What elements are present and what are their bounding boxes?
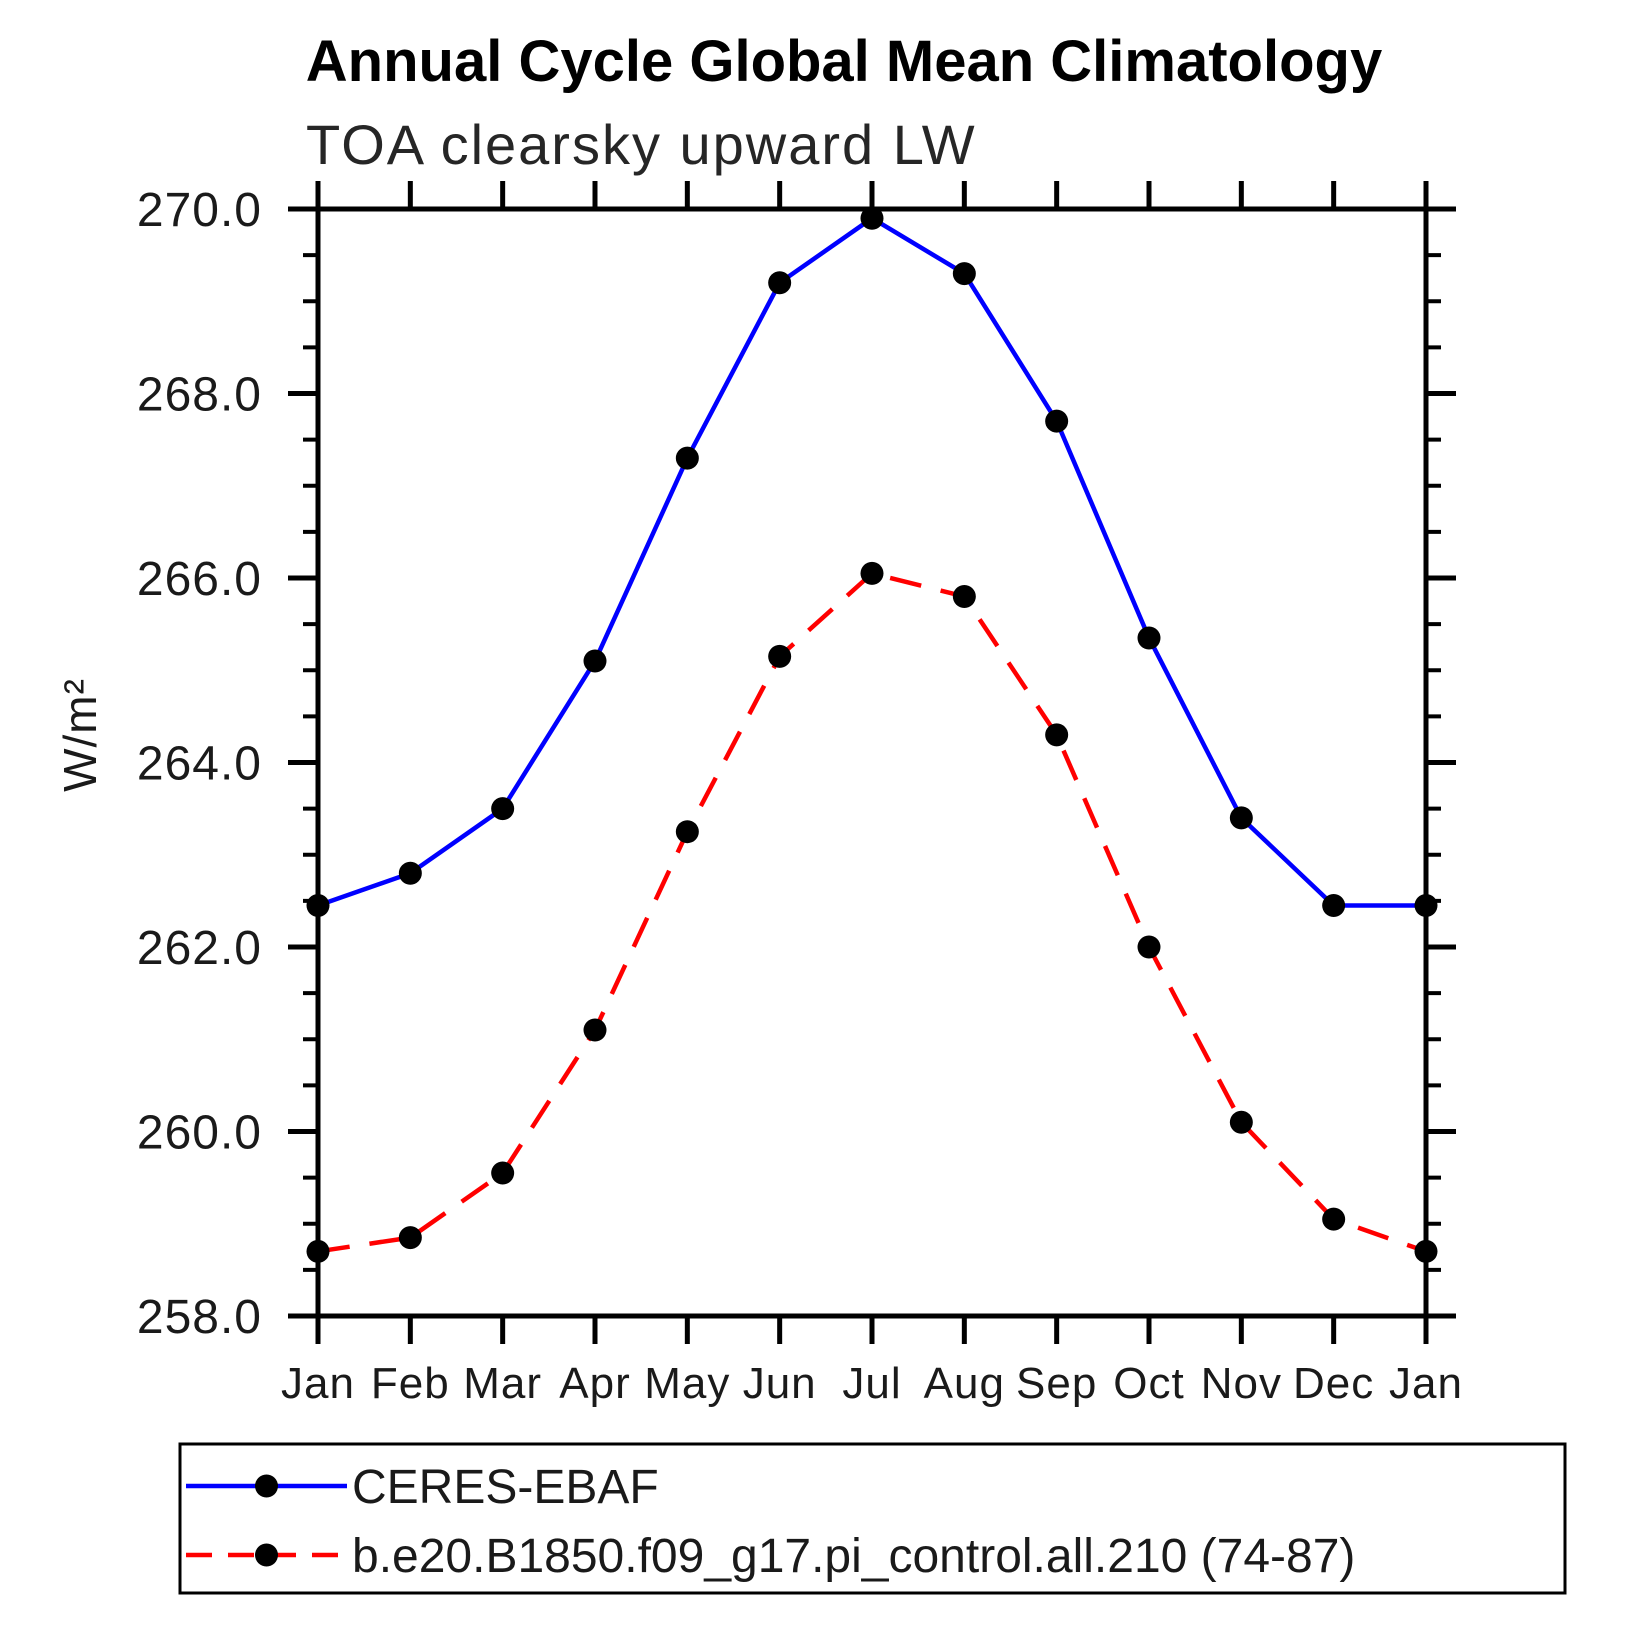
data-point	[768, 271, 792, 295]
data-point	[306, 893, 330, 917]
data-point	[860, 206, 884, 230]
data-point	[583, 1018, 607, 1042]
legend-label: b.e20.B1850.f09_g17.pi_control.all.210 (…	[352, 1530, 1355, 1583]
x-tick-label: Nov	[1201, 1359, 1282, 1408]
y-tick-label: 268.0	[137, 369, 262, 422]
y-axis-label: W/m²	[54, 678, 106, 792]
legend-box	[178, 1442, 1567, 1595]
data-point	[1137, 626, 1161, 650]
data-point	[1229, 1110, 1253, 1134]
x-tick-label: Apr	[559, 1359, 630, 1408]
data-point	[491, 1161, 515, 1185]
legend-marker	[255, 1543, 278, 1567]
y-tick-label: 270.0	[137, 184, 262, 237]
data-point	[1045, 723, 1069, 747]
x-tick-label: Jul	[842, 1359, 901, 1408]
data-point	[1414, 1239, 1438, 1263]
data-point	[583, 649, 607, 673]
x-tick-label: Sep	[1016, 1359, 1097, 1408]
data-point	[1414, 893, 1438, 917]
data-point	[398, 861, 422, 885]
x-tick-label: Feb	[371, 1359, 450, 1408]
y-tick-label: 258.0	[137, 1291, 262, 1344]
series-line-0	[317, 215, 1426, 908]
data-point	[860, 561, 884, 585]
data-point	[952, 584, 976, 608]
data-point	[398, 1226, 422, 1250]
data-point	[1045, 409, 1069, 433]
y-tick-label: 266.0	[137, 553, 262, 606]
y-tick-label: 260.0	[137, 1107, 262, 1160]
data-point	[1229, 806, 1253, 830]
data-point	[952, 262, 976, 286]
data-point	[768, 644, 792, 668]
plot-frame	[315, 206, 1429, 1319]
data-point	[675, 446, 699, 470]
data-point	[1322, 1207, 1346, 1231]
legend-label: CERES-EBAF	[352, 1461, 659, 1514]
data-point	[491, 797, 515, 821]
x-tick-label: Oct	[1113, 1359, 1184, 1408]
y-tick-label: 262.0	[137, 922, 262, 975]
x-tick-label: Dec	[1293, 1359, 1374, 1408]
data-point	[1137, 935, 1161, 959]
series-line-1	[317, 570, 1427, 1254]
data-point	[306, 1239, 330, 1263]
y-tick-label: 264.0	[137, 738, 262, 791]
x-tick-label: May	[644, 1359, 730, 1408]
x-tick-label: Jun	[743, 1359, 817, 1408]
x-tick-label: Jan	[281, 1359, 355, 1408]
data-point	[675, 820, 699, 844]
chart-title: Annual Cycle Global Mean Climatology	[305, 29, 1383, 94]
x-tick-label: Aug	[924, 1359, 1005, 1408]
x-tick-label: Jan	[1389, 1359, 1463, 1408]
x-tick-label: Mar	[463, 1359, 542, 1408]
data-point	[1322, 893, 1346, 917]
chart-subtitle: TOA clearsky upward LW	[306, 113, 977, 176]
legend-marker	[255, 1474, 278, 1498]
